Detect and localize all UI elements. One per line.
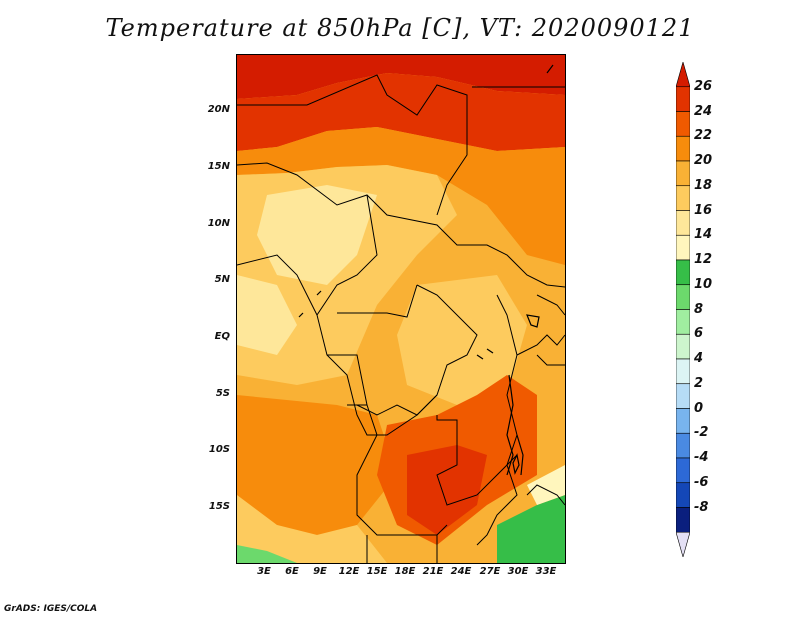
lat-label: 5N <box>214 274 230 285</box>
colorbar-label: -2 <box>694 425 709 441</box>
colorbar-cell <box>676 160 690 187</box>
colorbar-cell <box>676 358 690 385</box>
band-14-16-north <box>257 185 377 285</box>
colorbar-cell <box>676 135 690 162</box>
lat-label: 10S <box>208 444 230 455</box>
lat-label: 15N <box>207 161 230 172</box>
colorbar-cell <box>676 234 690 261</box>
lon-label: 15E <box>366 566 388 577</box>
colorbar-cell <box>676 383 690 409</box>
colorbar-cell <box>676 507 690 533</box>
colorbar-cell <box>676 62 690 88</box>
band-20-22 <box>237 127 565 265</box>
band-24-26-south <box>407 445 487 535</box>
colorbar-cell <box>676 284 690 310</box>
map-panel[interactable] <box>236 54 566 564</box>
chart-title: Temperature at 850hPa [C], VT: 202009012… <box>105 14 695 42</box>
lon-label: 3E <box>257 566 271 577</box>
colorbar-label: 24 <box>694 103 713 119</box>
colorbar-cell <box>676 111 690 137</box>
lat-label: 20N <box>207 104 230 115</box>
lat-label: 15S <box>208 501 230 512</box>
colorbar-label: 6 <box>694 326 704 342</box>
credit-text: GrADS: IGES/COLA <box>4 604 98 614</box>
colorbar-cell <box>676 259 690 286</box>
band-10-12-southwest <box>237 545 297 563</box>
country-borders <box>237 74 565 563</box>
colorbar-cell <box>676 210 690 236</box>
colorbar-cell <box>676 408 690 434</box>
colorbar-label: 18 <box>694 177 713 193</box>
lat-label: EQ <box>214 331 230 342</box>
lon-label: 33E <box>535 566 557 577</box>
colorbar-cell <box>676 482 690 508</box>
lat-label: 10N <box>207 218 230 229</box>
colorbar-label: -6 <box>694 474 709 490</box>
colorbar <box>676 62 690 557</box>
colorbar-label: 14 <box>694 227 713 243</box>
lon-label: 27E <box>479 566 501 577</box>
lon-label: 9E <box>313 566 327 577</box>
lat-label: 5S <box>215 388 230 399</box>
colorbar-label: 16 <box>694 202 713 218</box>
colorbar-cell <box>676 432 690 459</box>
colorbar-label: 2 <box>694 375 704 391</box>
band-16-18-south <box>237 495 387 563</box>
colorbar-label: -8 <box>694 499 709 515</box>
band-16-18-east <box>397 275 527 405</box>
colorbar-label: -4 <box>694 450 709 465</box>
lakes-and-coast <box>298 64 554 476</box>
colorbar-label: 10 <box>694 276 713 292</box>
band-14-16-coast <box>237 275 297 355</box>
band-12-14-southeast <box>497 495 565 563</box>
band-14-east <box>527 465 565 505</box>
colorbar-cells <box>676 62 690 557</box>
colorbar-label: 20 <box>694 153 713 168</box>
colorbar-label: 26 <box>694 78 713 94</box>
lon-label: 6E <box>285 566 299 577</box>
lon-label: 24E <box>450 566 472 577</box>
colorbar-cell <box>676 457 690 484</box>
lon-label: 18E <box>394 566 416 577</box>
temperature-map <box>237 55 565 563</box>
colorbar-cell <box>676 185 690 211</box>
colorbar-cell <box>676 309 690 335</box>
lon-label: 12E <box>338 566 360 577</box>
colorbar-cell <box>676 86 690 112</box>
lon-label: 21E <box>422 566 444 577</box>
colorbar-label: 8 <box>694 301 704 317</box>
colorbar-label: 4 <box>694 351 704 366</box>
colorbar-label: 0 <box>694 400 704 416</box>
colorbar-cell <box>676 333 690 360</box>
lon-label: 30E <box>507 566 529 577</box>
colorbar-label: 22 <box>694 128 713 144</box>
band-above-24 <box>237 55 565 99</box>
colorbar-label: 12 <box>694 252 713 267</box>
band-22-24 <box>237 73 565 151</box>
colorbar-cell <box>676 531 690 557</box>
